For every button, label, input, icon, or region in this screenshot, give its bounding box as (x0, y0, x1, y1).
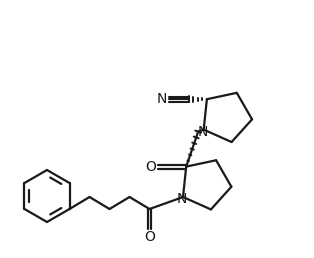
Text: N: N (157, 92, 167, 106)
Text: O: O (144, 230, 155, 244)
Text: N: N (198, 125, 208, 139)
Text: O: O (145, 160, 156, 174)
Text: N: N (177, 192, 187, 206)
